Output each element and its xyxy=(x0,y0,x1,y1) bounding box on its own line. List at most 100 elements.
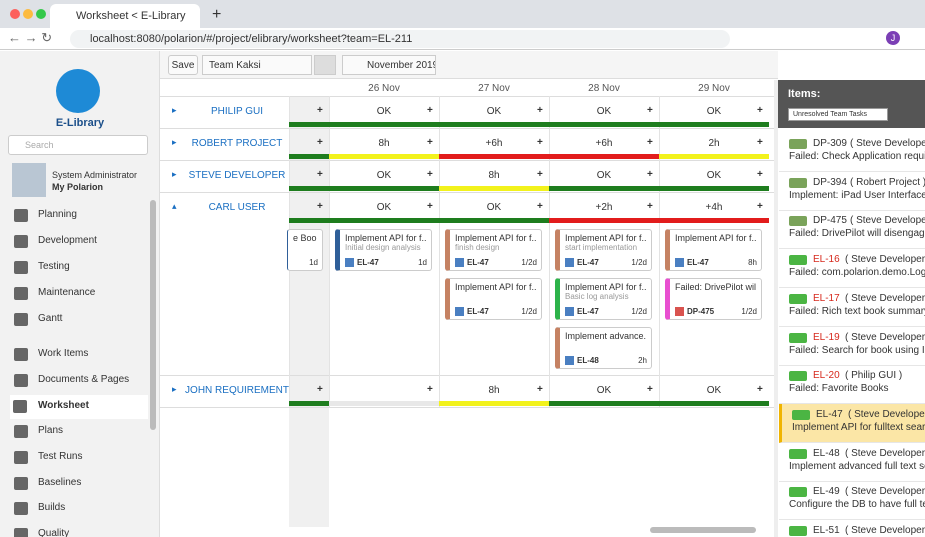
nav-item[interactable]: Planning xyxy=(38,209,77,220)
work-item[interactable]: EL-20 ( Philip GUI ) Failed: Favorite Book… xyxy=(779,365,925,405)
add-button[interactable]: + xyxy=(427,169,433,180)
add-button[interactable]: + xyxy=(317,384,323,395)
task-card[interactable]: Failed: DrivePilot wil... DP-475 1/2d xyxy=(665,278,762,320)
nav-item[interactable]: Worksheet xyxy=(10,395,148,419)
item-id: DP-475 xyxy=(813,215,847,227)
add-button[interactable]: + xyxy=(647,169,653,180)
nav-item[interactable]: Work Items xyxy=(38,348,89,359)
work-item[interactable]: DP-309( Steve Developer Failed: Check App… xyxy=(779,133,925,172)
cell-border xyxy=(659,128,660,160)
add-button[interactable]: + xyxy=(317,169,323,180)
cell-value: OK xyxy=(596,170,612,181)
nav-item[interactable]: Builds xyxy=(38,502,66,513)
add-button[interactable]: + xyxy=(537,384,543,395)
assignee-name[interactable]: STEVE DEVELOPER xyxy=(188,170,286,181)
card-id: EL-47 xyxy=(467,258,489,267)
team-icon[interactable] xyxy=(314,55,336,75)
add-button[interactable]: + xyxy=(427,137,433,148)
work-item[interactable]: EL-19 ( Steve Developer ) Failed: Search f… xyxy=(779,327,925,366)
window-controls[interactable] xyxy=(10,9,50,19)
expand-toggle[interactable]: ▸ xyxy=(172,105,177,115)
task-card[interactable]: Implement API for f... Basic log analysis… xyxy=(555,278,652,320)
task-card[interactable]: Implement API for f... EL-47 1/2d xyxy=(445,278,542,320)
item-text: Failed: DrivePilot will disengage xyxy=(789,228,925,240)
work-item[interactable]: DP-475( Steve Developer Failed: DrivePilo… xyxy=(779,210,925,250)
add-button[interactable]: + xyxy=(757,384,763,395)
items-filter[interactable]: Unresolved Team Tasks xyxy=(788,108,888,121)
add-button[interactable]: + xyxy=(537,201,543,212)
work-item[interactable]: EL-51 ( Steve Developer xyxy=(779,520,925,537)
item-person: ( Steve Developer ) xyxy=(845,486,925,498)
nav-item[interactable]: Quality xyxy=(38,528,70,537)
search[interactable]: Search xyxy=(8,135,148,155)
add-button[interactable]: + xyxy=(647,105,653,116)
task-card[interactable]: Implement API for f... start implementati… xyxy=(555,229,652,271)
nav-item[interactable]: Development xyxy=(38,235,97,246)
add-button[interactable]: + xyxy=(537,169,543,180)
add-button[interactable]: + xyxy=(757,169,763,180)
item-icon xyxy=(789,293,807,304)
nav-buttons[interactable]: ← → ↻ xyxy=(8,30,53,45)
task-card[interactable]: Implement advance... EL-48 2h xyxy=(555,327,652,369)
add-button[interactable]: + xyxy=(317,105,323,116)
work-item[interactable]: DP-394( Robert Project ) Implement: iPad … xyxy=(779,172,925,211)
assignee-name[interactable]: PHILIP GUI xyxy=(210,106,264,117)
assignee-name[interactable]: ROBERT PROJECT xyxy=(191,138,283,149)
user-link[interactable]: My Polarion xyxy=(52,182,104,192)
work-item[interactable]: EL-16 ( Steve Developer ) Failed: com.pola… xyxy=(779,249,925,289)
nav-item[interactable]: Testing xyxy=(38,261,70,272)
url[interactable]: localhost:8080/polarion/#/project/elibra… xyxy=(70,30,730,48)
nav-item[interactable]: Plans xyxy=(38,425,64,436)
add-button[interactable]: + xyxy=(427,201,433,212)
new-tab[interactable]: + xyxy=(212,6,222,23)
expand-toggle[interactable]: ▴ xyxy=(172,201,177,211)
item-id: EL-19 xyxy=(813,331,840,343)
add-button[interactable]: + xyxy=(427,105,433,116)
work-item[interactable]: EL-49 ( Steve Developer ) Configure the DB… xyxy=(779,481,925,521)
task-card[interactable]: Implement API for f... Initial design ana… xyxy=(335,229,432,271)
add-button[interactable]: + xyxy=(757,137,763,148)
work-item[interactable]: EL-48 ( Steve Developer ) Implement advanc… xyxy=(779,443,925,482)
add-button[interactable]: + xyxy=(757,201,763,212)
expand-toggle[interactable]: ▸ xyxy=(172,384,177,394)
add-button[interactable]: + xyxy=(537,105,543,116)
expand-toggle[interactable]: ▸ xyxy=(172,137,177,147)
card-effort: 1/2d xyxy=(631,258,647,267)
scrollbar[interactable] xyxy=(650,527,756,533)
add-button[interactable]: + xyxy=(647,384,653,395)
work-item[interactable]: EL-17 ( Steve Developer ) Failed: Rich tex… xyxy=(779,288,925,327)
add-button[interactable]: + xyxy=(537,137,543,148)
task-card[interactable]: e Books 1d xyxy=(287,229,323,271)
task-card[interactable]: Implement API for f... EL-47 8h xyxy=(665,229,762,271)
save-button[interactable]: Save xyxy=(168,55,198,75)
item-text: Failed: Check Application requir xyxy=(789,151,925,162)
card-effort: 1/2d xyxy=(631,307,647,316)
assignee-name[interactable]: JOHN REQUIREMENT xyxy=(185,385,289,396)
team-field[interactable]: Team Kaksi xyxy=(202,55,312,75)
cell-border xyxy=(439,96,440,128)
task-card[interactable]: Implement API for f... finish design EL-47… xyxy=(445,229,542,271)
assignee-name[interactable]: CARL USER xyxy=(208,202,266,213)
nav-item[interactable]: Gantt xyxy=(38,313,63,324)
project-name[interactable]: E-Library xyxy=(55,117,105,129)
item-icon xyxy=(789,139,807,149)
nav-item[interactable]: Baselines xyxy=(38,477,82,488)
cell-value: 2h xyxy=(708,138,720,149)
month-button[interactable]: November 2019 xyxy=(342,55,436,75)
add-button[interactable]: + xyxy=(647,137,653,148)
nav-item[interactable]: Maintenance xyxy=(38,287,96,298)
status-bar xyxy=(329,186,439,191)
scrollbar[interactable] xyxy=(150,200,156,430)
add-button[interactable]: + xyxy=(647,201,653,212)
nav-item[interactable]: Documents & Pages xyxy=(38,374,130,385)
expand-toggle[interactable]: ▸ xyxy=(172,169,177,179)
work-item[interactable]: EL-47 ( Steve Developer )Implement API fo… xyxy=(779,403,925,443)
add-button[interactable]: + xyxy=(757,105,763,116)
add-button[interactable]: + xyxy=(317,201,323,212)
nav-item[interactable]: Test Runs xyxy=(38,451,83,462)
status-bar xyxy=(329,218,439,223)
browser-tab[interactable]: Worksheet < E-Library xyxy=(50,4,200,28)
profile[interactable]: J xyxy=(886,31,900,45)
add-button[interactable]: + xyxy=(317,137,323,148)
add-button[interactable]: + xyxy=(427,384,433,395)
